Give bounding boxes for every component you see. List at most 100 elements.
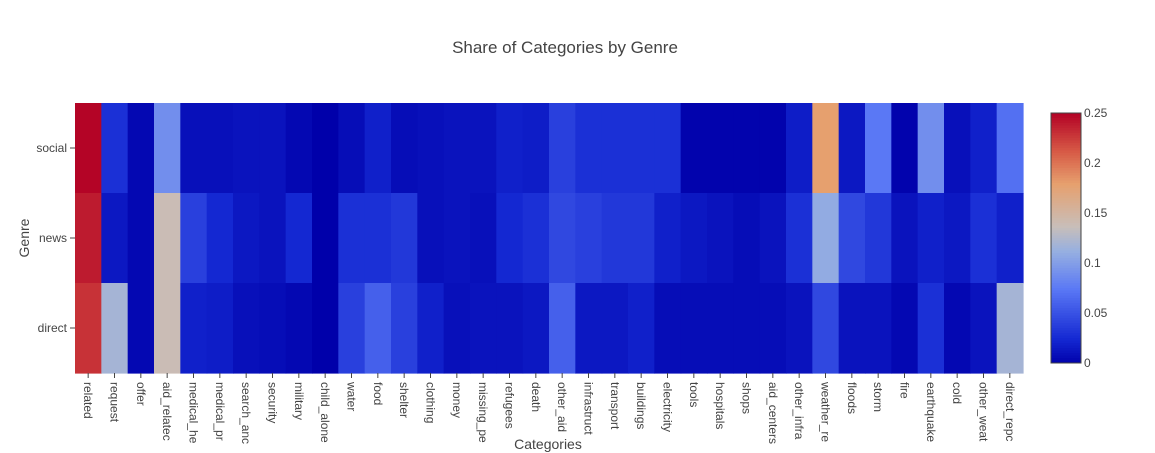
heatmap-cell bbox=[970, 283, 998, 374]
heatmap-cell bbox=[522, 103, 550, 194]
colorbar-segment bbox=[1051, 195, 1081, 199]
heatmap-cell bbox=[628, 103, 655, 194]
colorbar-segment bbox=[1051, 323, 1081, 326]
heatmap-cell bbox=[285, 283, 313, 374]
heatmap-cell bbox=[549, 283, 576, 374]
x-tick-label: fire bbox=[898, 382, 912, 399]
colorbar-segment bbox=[1051, 320, 1081, 324]
colorbar-tick-label: 0.25 bbox=[1084, 106, 1108, 120]
x-tick-label: medical_he bbox=[187, 382, 201, 444]
colorbar-segment bbox=[1051, 258, 1081, 261]
colorbar-segment bbox=[1051, 183, 1081, 186]
heatmap-cells bbox=[75, 103, 1024, 374]
colorbar-segment bbox=[1051, 158, 1081, 161]
colorbar-segment bbox=[1051, 163, 1081, 166]
heatmap-cell bbox=[470, 193, 497, 284]
heatmap-cell bbox=[364, 283, 392, 374]
colorbar-segment bbox=[1051, 225, 1081, 229]
heatmap-cell bbox=[786, 193, 813, 284]
heatmap-cell bbox=[285, 193, 313, 284]
colorbar-segment bbox=[1051, 293, 1081, 296]
x-tick-label: direct_repc bbox=[1003, 382, 1017, 441]
y-tick-label: direct bbox=[38, 321, 68, 335]
heatmap-cell bbox=[601, 103, 629, 194]
colorbar-segment bbox=[1051, 255, 1081, 259]
heatmap-cell bbox=[996, 103, 1024, 194]
x-tick-label: aid_relatec bbox=[160, 382, 174, 441]
heatmap-cell bbox=[707, 103, 734, 194]
heatmap-cell bbox=[680, 193, 708, 284]
colorbar-segment bbox=[1051, 305, 1081, 309]
colorbar-segment bbox=[1051, 130, 1081, 134]
x-tick-label: cold bbox=[950, 382, 964, 404]
heatmap-cell bbox=[312, 103, 339, 194]
colorbar-segment bbox=[1051, 198, 1081, 201]
x-tick-label: missing_pe bbox=[476, 382, 490, 443]
colorbar-segment bbox=[1051, 345, 1081, 349]
colorbar-segment bbox=[1051, 325, 1081, 329]
heatmap-cell bbox=[75, 283, 102, 374]
y-axis-title: Genre bbox=[16, 218, 32, 257]
heatmap-cell bbox=[786, 103, 813, 194]
colorbar-segment bbox=[1051, 165, 1081, 169]
colorbar-segment bbox=[1051, 338, 1081, 341]
colorbar-segment bbox=[1051, 188, 1081, 191]
heatmap-cell bbox=[206, 193, 234, 284]
x-tick-label: transport bbox=[608, 382, 622, 430]
colorbar-segment bbox=[1051, 343, 1081, 346]
colorbar-segment bbox=[1051, 330, 1081, 334]
x-tick-label: water bbox=[345, 381, 359, 411]
heatmap-cell bbox=[944, 283, 971, 374]
colorbar-segment bbox=[1051, 143, 1081, 146]
heatmap-cell bbox=[417, 103, 445, 194]
colorbar-segment bbox=[1051, 275, 1081, 279]
heatmap-cell bbox=[970, 193, 998, 284]
heatmap-cell bbox=[707, 283, 734, 374]
heatmap-cell bbox=[812, 193, 840, 284]
x-axis-ticks: related request offer aid_relatec medical_he… bbox=[81, 373, 1017, 444]
colorbar-segment bbox=[1051, 295, 1081, 299]
heatmap-cell bbox=[601, 283, 629, 374]
heatmap-cell bbox=[233, 103, 260, 194]
heatmap-cell bbox=[206, 103, 234, 194]
heatmap-cell bbox=[496, 193, 524, 284]
heatmap-cell bbox=[154, 283, 181, 374]
heatmap-cell bbox=[549, 103, 576, 194]
colorbar-segment bbox=[1051, 285, 1081, 289]
x-tick-label: refugees bbox=[503, 382, 517, 429]
colorbar-segment bbox=[1051, 240, 1081, 244]
colorbar-segment bbox=[1051, 298, 1081, 301]
heatmap-cell bbox=[206, 283, 234, 374]
colorbar-segment bbox=[1051, 283, 1081, 286]
colorbar-segment bbox=[1051, 178, 1081, 181]
x-tick-label: other_infra bbox=[792, 382, 806, 440]
colorbar-segment bbox=[1051, 148, 1081, 151]
heatmap-cell bbox=[917, 193, 945, 284]
heatmap-cell bbox=[575, 193, 603, 284]
heatmap-cell bbox=[759, 283, 787, 374]
colorbar-segment bbox=[1051, 355, 1081, 359]
heatmap-cell bbox=[364, 193, 392, 284]
colorbar-segment bbox=[1051, 268, 1081, 271]
x-tick-label: buildings bbox=[634, 382, 648, 429]
colorbar-segment bbox=[1051, 153, 1081, 156]
colorbar-segment bbox=[1051, 115, 1081, 119]
colorbar-segment bbox=[1051, 220, 1081, 224]
heatmap-cell bbox=[891, 193, 919, 284]
colorbar-segment bbox=[1051, 303, 1081, 306]
heatmap-cell bbox=[838, 193, 866, 284]
heatmap-cell bbox=[154, 103, 181, 194]
heatmap-cell bbox=[127, 283, 155, 374]
heatmap-cell bbox=[522, 283, 550, 374]
heatmap-cell bbox=[180, 193, 208, 284]
heatmap-cell bbox=[838, 103, 866, 194]
colorbar-segment bbox=[1051, 145, 1081, 149]
x-tick-label: medical_pr bbox=[213, 382, 227, 441]
colorbar-segment bbox=[1051, 308, 1081, 311]
heatmap-cell bbox=[865, 193, 892, 284]
heatmap-cell bbox=[443, 193, 471, 284]
x-tick-label: storm bbox=[871, 382, 885, 412]
colorbar-segment bbox=[1051, 215, 1081, 219]
heatmap-cell bbox=[259, 283, 287, 374]
x-tick-label: other_weat bbox=[977, 382, 991, 442]
